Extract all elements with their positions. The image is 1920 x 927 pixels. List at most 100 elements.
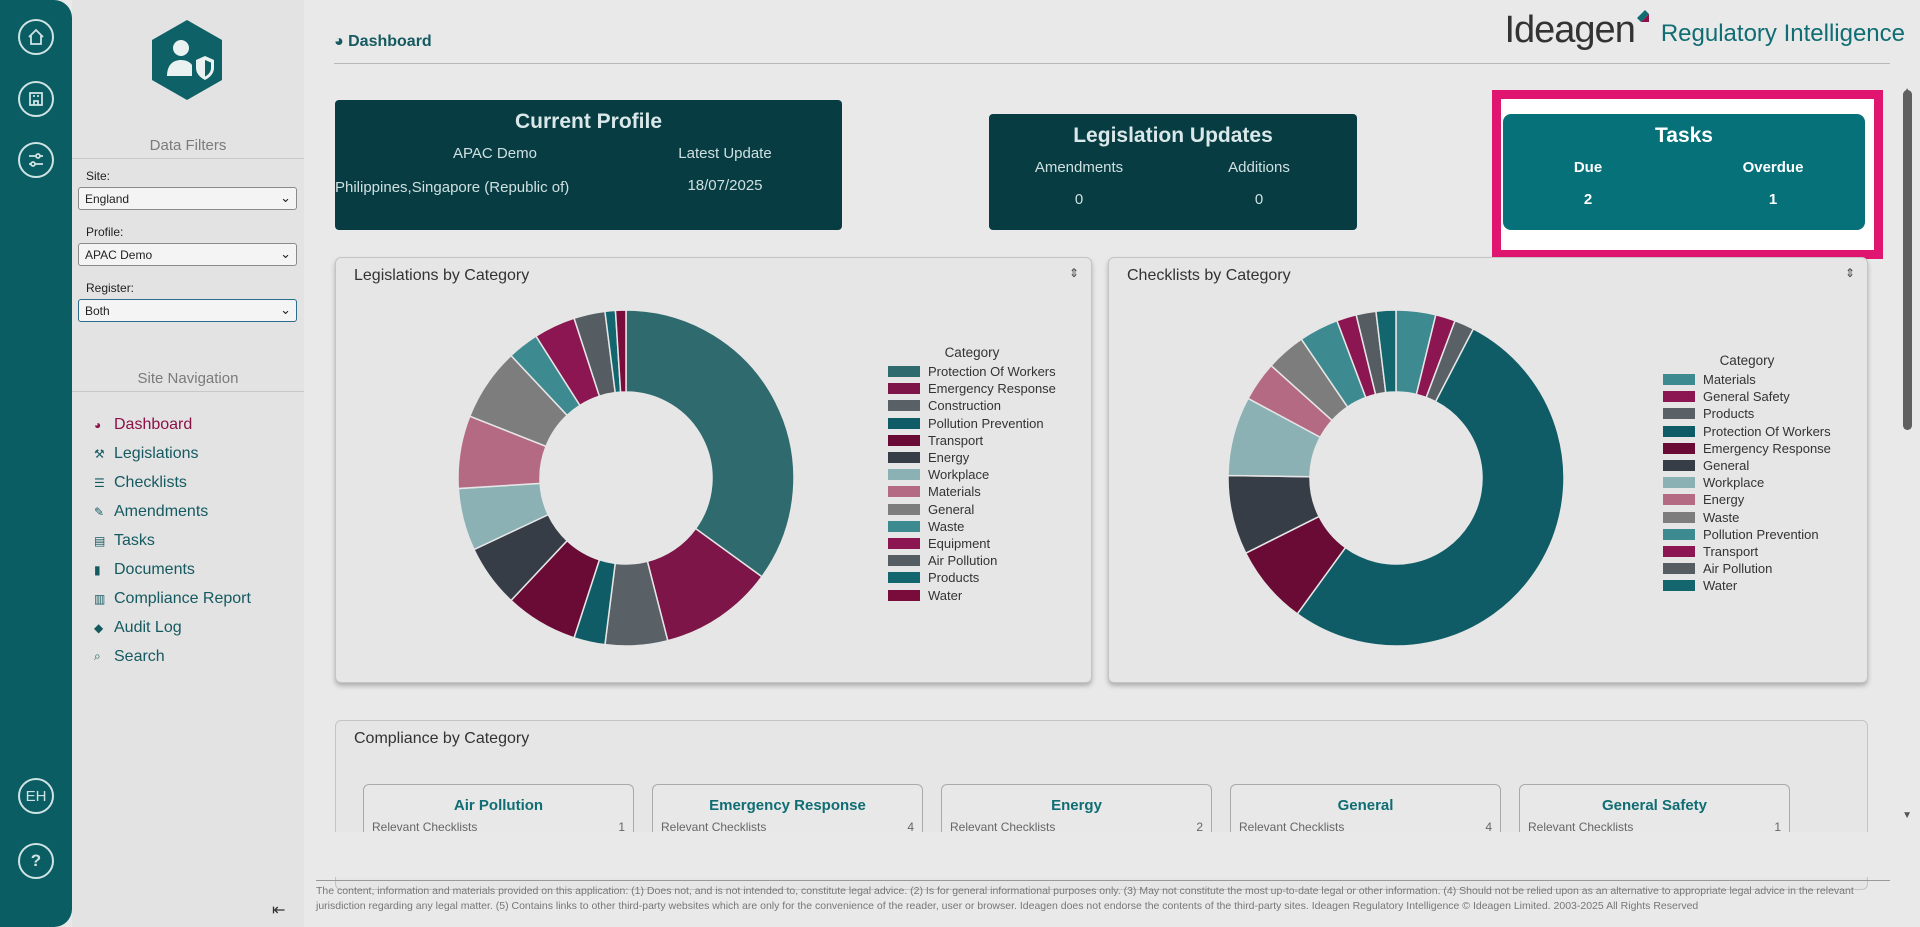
legend-swatch xyxy=(1663,545,1695,557)
legend-item[interactable]: Materials xyxy=(888,483,1056,500)
legend-item[interactable]: Pollution Prevention xyxy=(888,415,1056,432)
legend-item[interactable]: Pollution Prevention xyxy=(1663,526,1831,543)
legend-item[interactable]: Materials xyxy=(1663,371,1831,388)
legend-item[interactable]: Construction xyxy=(888,397,1056,414)
legend-swatch xyxy=(1663,425,1695,437)
chevron-down-icon: ⌄ xyxy=(280,302,291,317)
compliance-card[interactable]: General Safety Relevant Checklists 1 xyxy=(1519,784,1790,832)
compliance-row-value: 1 xyxy=(1774,820,1781,832)
tasks-card[interactable]: Tasks Due 2 Overdue 1 xyxy=(1503,114,1865,230)
site-select[interactable]: England ⌄ xyxy=(78,187,297,210)
register-select[interactable]: Both ⌄ xyxy=(78,299,297,322)
data-filters-heading: Data Filters xyxy=(72,137,304,159)
site-navigation-heading: Site Navigation xyxy=(72,370,304,392)
compliance-card[interactable]: Air Pollution Relevant Checklists 1 xyxy=(363,784,634,832)
scrollbar-thumb[interactable] xyxy=(1903,90,1912,430)
breadcrumb: ◕ Dashboard xyxy=(334,33,432,51)
legend-item[interactable]: Water xyxy=(888,586,1056,603)
legend-item[interactable]: Energy xyxy=(1663,491,1831,508)
edit-icon: ✎ xyxy=(94,504,105,519)
donut-slice[interactable] xyxy=(614,309,627,393)
legend-item[interactable]: Workplace xyxy=(888,466,1056,483)
legend-label: Energy xyxy=(1703,492,1745,508)
current-profile-title: Current Profile xyxy=(514,110,663,133)
nav-item-label: Tasks xyxy=(114,531,155,549)
amendments-value: 0 xyxy=(1074,191,1084,208)
collapse-sidebar-icon[interactable]: ⇤ xyxy=(272,902,286,919)
profile-select[interactable]: APAC Demo ⌄ xyxy=(78,243,297,266)
legend-label: Transport xyxy=(1703,543,1759,559)
legend-item[interactable]: Protection Of Workers xyxy=(888,363,1056,380)
legend-swatch xyxy=(1663,408,1695,420)
legend-item[interactable]: Water xyxy=(1663,577,1831,594)
legend-item[interactable]: General xyxy=(888,501,1056,518)
donut-slice[interactable] xyxy=(1375,309,1397,394)
user-avatar[interactable]: EH xyxy=(18,778,54,814)
compliance-card[interactable]: Emergency Response Relevant Checklists 4 xyxy=(652,784,923,832)
nav-item-dashboard[interactable]: ◕ Dashboard xyxy=(94,410,251,439)
legend-item[interactable]: Energy xyxy=(888,449,1056,466)
nav-item-label: Amendments xyxy=(114,502,209,520)
legend-item[interactable]: Waste xyxy=(888,518,1056,535)
nav-item-legislations[interactable]: ⚒ Legislations xyxy=(94,439,251,468)
list-icon: ☰ xyxy=(94,475,105,490)
nav-item-checklists[interactable]: ☰ Checklists xyxy=(94,468,251,497)
compliance-card[interactable]: Energy Relevant Checklists 2 xyxy=(941,784,1212,832)
nav-item-search[interactable]: ⌕ Search xyxy=(94,642,251,671)
compliance-card[interactable]: General Relevant Checklists 4 xyxy=(1230,784,1501,832)
legend-label: General xyxy=(1703,458,1750,474)
legend-item[interactable]: Workplace xyxy=(1663,474,1831,491)
legend-item[interactable]: Equipment xyxy=(888,535,1056,552)
due-value[interactable]: 2 xyxy=(1583,191,1593,208)
checklists-legend: Category Materials General Safety Products P… xyxy=(1663,353,1831,594)
scroll-down-icon[interactable]: ▼ xyxy=(1902,810,1912,821)
legend-swatch xyxy=(1663,511,1695,523)
legend-item[interactable]: General xyxy=(1663,457,1831,474)
legend-label: Transport xyxy=(928,432,984,448)
overdue-value[interactable]: 1 xyxy=(1768,191,1778,208)
nav-item-amendments[interactable]: ✎ Amendments xyxy=(94,497,251,526)
home-icon[interactable] xyxy=(18,19,54,55)
legend-item[interactable]: Emergency Response xyxy=(1663,440,1831,457)
legend-item[interactable]: Waste xyxy=(1663,509,1831,526)
nav-item-tasks[interactable]: ▤ Tasks xyxy=(94,526,251,555)
legend-item[interactable]: Transport xyxy=(1663,543,1831,560)
legislation-updates-title: Legislation Updates xyxy=(1073,124,1273,147)
compliance-row-value: 1 xyxy=(618,820,625,832)
sort-toggle-icon[interactable]: ⇕ xyxy=(1068,266,1079,280)
legend-swatch xyxy=(888,486,920,498)
due-label: Due xyxy=(1573,159,1603,176)
legend-label: Water xyxy=(1703,578,1738,594)
nav-item-compliance-report[interactable]: ▥ Compliance Report xyxy=(94,584,251,613)
legend-swatch xyxy=(1663,563,1695,575)
breadcrumb-label: Dashboard xyxy=(348,33,432,50)
legend-item[interactable]: Emergency Response xyxy=(888,380,1056,397)
legend-item[interactable]: Air Pollution xyxy=(888,552,1056,569)
checklists-chart-panel: Checklists by Category ⇕ Category Materia… xyxy=(1108,257,1868,683)
donut-slice[interactable] xyxy=(1296,327,1565,647)
legend-label: Pollution Prevention xyxy=(1703,526,1819,542)
building-icon[interactable] xyxy=(18,81,54,117)
legend-label: Products xyxy=(1703,406,1755,422)
legend-item[interactable]: General Safety xyxy=(1663,388,1831,405)
legislations-chart-title: Legislations by Category xyxy=(354,267,530,284)
legend-swatch xyxy=(888,589,920,601)
help-icon[interactable]: ? xyxy=(18,843,54,879)
nav-item-label: Legislations xyxy=(114,444,199,462)
sliders-icon[interactable] xyxy=(18,142,54,178)
donut-slice[interactable] xyxy=(625,309,795,578)
legend-item[interactable]: Products xyxy=(1663,405,1831,422)
legend-item[interactable]: Products xyxy=(888,569,1056,586)
legend-swatch xyxy=(1663,374,1695,386)
nav-item-audit-log[interactable]: ◆ Audit Log xyxy=(94,613,251,642)
legend-swatch xyxy=(1663,528,1695,540)
legend-item[interactable]: Protection Of Workers xyxy=(1663,423,1831,440)
nav-item-documents[interactable]: ▮ Documents xyxy=(94,555,251,584)
legend-label: Equipment xyxy=(928,535,991,551)
legend-item[interactable]: Air Pollution xyxy=(1663,560,1831,577)
sort-toggle-icon[interactable]: ⇕ xyxy=(1844,266,1855,280)
legend-swatch xyxy=(888,503,920,515)
chevron-down-icon: ⌄ xyxy=(280,246,291,261)
legend-title: Category xyxy=(1719,353,1775,368)
legend-item[interactable]: Transport xyxy=(888,432,1056,449)
